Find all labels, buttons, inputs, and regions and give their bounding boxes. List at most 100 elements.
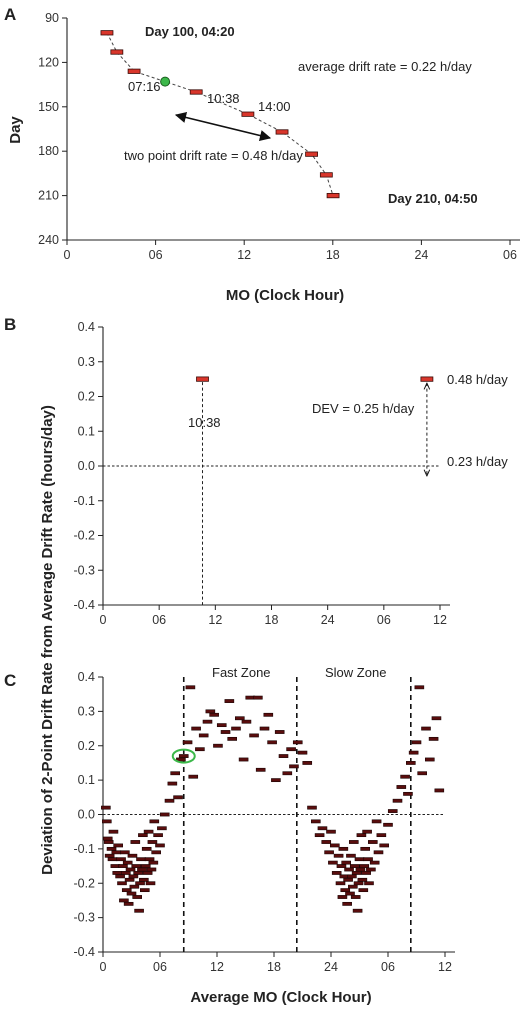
panel-c-data-mark [263, 712, 274, 717]
panel-c-data-mark [358, 888, 369, 893]
panel-c-x-tick-label: 24 [324, 960, 338, 974]
panel-b-chart: 10:38 DEV = 0.25 h/day 0.48 h/day 0.23 h… [73, 320, 508, 627]
panel-a-chart: MO (Clock Hour) Day Day 100, 04:20 avera… [7, 11, 520, 304]
panel-a-data-mark [305, 151, 318, 157]
panel-a-data-mark [100, 30, 114, 36]
panel-c-data-mark [434, 788, 445, 793]
panel-a-x-tick-label: 06 [149, 248, 163, 262]
panel-c-data-mark [278, 754, 289, 758]
panel-c-data-mark [235, 716, 245, 721]
panel-c-data-mark [362, 829, 372, 834]
panel-label-b: B [4, 315, 16, 334]
panel-b-time-label: 10:38 [188, 415, 221, 430]
panel-c-data-mark [198, 733, 209, 738]
panel-c-data-mark [213, 743, 223, 748]
panel-c-data-mark [148, 860, 159, 865]
panel-c-data-mark [104, 853, 115, 858]
panel-c-data-mark [118, 864, 128, 868]
panel-c-data-mark [314, 833, 325, 838]
panel-c-data-mark [238, 757, 249, 762]
panel-c-data-mark [344, 867, 354, 872]
panel-b-x-tick-label: 0 [100, 613, 107, 627]
panel-c-data-mark [142, 871, 153, 875]
panel-c-x-tick-label: 18 [267, 960, 281, 974]
panel-c-data-mark [216, 723, 227, 728]
panel-b-x-tick-label: 06 [377, 613, 391, 627]
panel-c-data-mark [101, 805, 111, 810]
panel-c-data-mark [302, 761, 313, 765]
panel-c-data-mark [249, 733, 259, 738]
panel-b-data-mark [420, 376, 434, 382]
panel-c-data-mark [170, 771, 180, 776]
panel-c-x-tick-label: 06 [381, 960, 395, 974]
panel-a-x-tick-label: 18 [326, 248, 340, 262]
shared-ylabel: Deviation of 2-Point Drift Rate from Ave… [39, 405, 56, 875]
panel-c-data-mark [102, 819, 112, 824]
panel-c-data-mark [331, 871, 342, 875]
panel-c-data-mark [366, 867, 376, 872]
panel-c-data-mark [121, 871, 131, 875]
panel-c-data-mark [149, 819, 160, 824]
panel-a-data-mark [241, 111, 255, 117]
panel-c-fast-zone-label: Fast Zone [212, 665, 271, 680]
panel-a-time-2: 10:38 [207, 91, 240, 106]
panel-c-xlabel: Average MO (Clock Hour) [190, 989, 371, 1006]
panel-c-data-mark [408, 750, 419, 755]
panel-c-data-mark [324, 850, 334, 855]
panel-a-ylabel: Day [7, 116, 24, 144]
panel-c-data-mark [209, 712, 219, 717]
panel-c-data-mark [396, 785, 407, 789]
panel-c-data-mark [255, 767, 266, 772]
panel-c-data-mark [350, 895, 361, 899]
panel-a-highlight-point [160, 76, 171, 87]
panel-c-data-mark [253, 695, 263, 700]
panel-c-data-mark [363, 857, 373, 862]
panel-c-data-mark [297, 750, 308, 755]
panel-c-data-mark [115, 874, 125, 879]
panel-a-data-mark [326, 192, 340, 199]
panel-b-rate-low-label: 0.23 h/day [447, 454, 508, 469]
panel-c-data-mark [117, 881, 127, 886]
panel-c-data-mark [345, 891, 355, 896]
panel-c-data-mark [131, 864, 142, 868]
panel-c-data-mark [108, 829, 119, 834]
panel-a-two-point-arrow [174, 111, 272, 142]
panel-c-data-mark [107, 857, 118, 862]
panel-a-data-mark [127, 68, 141, 74]
panel-b-dev-label: DEV = 0.25 h/day [312, 401, 415, 416]
panel-c-data-mark [352, 908, 363, 913]
panel-c-data-mark [338, 846, 349, 851]
panel-c-data-mark [403, 791, 413, 796]
panel-c-data-mark [383, 822, 393, 827]
panel-c-data-mark [360, 846, 371, 851]
panel-c-data-mark [328, 860, 338, 865]
panel-c-data-mark [134, 908, 144, 913]
panel-c-chart: Fast Zone Slow Zone Average MO (Clock Ho… [73, 665, 455, 1006]
panel-c-y-tick-label: -0.2 [73, 876, 95, 890]
panel-c-y-tick-label: 0.1 [78, 773, 95, 787]
panel-c-data-mark [369, 860, 380, 865]
panel-c-data-mark [121, 888, 132, 893]
panel-c-data-mark [341, 860, 352, 865]
panel-c-data-mark [337, 895, 348, 899]
panel-c-data-mark [147, 840, 158, 844]
panel-c-data-mark [227, 736, 237, 741]
panel-c-data-mark [116, 857, 126, 862]
panel-c-data-mark [129, 884, 140, 889]
panel-a-two-point-label: two point drift rate = 0.48 h/day [124, 148, 303, 163]
panel-a-y-tick-label: 240 [38, 233, 59, 247]
panel-c-data-mark [124, 877, 135, 882]
panel-c-data-mark [310, 819, 321, 824]
panel-b-x-tick-label: 24 [321, 613, 335, 627]
panel-c-data-mark [392, 798, 403, 803]
panel-c-data-mark [111, 850, 122, 855]
panel-c-data-mark [133, 871, 143, 875]
panel-c-data-mark [231, 726, 241, 731]
panel-a-y-tick-label: 90 [45, 11, 59, 25]
panel-c-data-mark [349, 864, 360, 868]
panel-c-data-mark [353, 881, 364, 886]
panel-c-data-mark [376, 833, 387, 838]
panel-a-avg-rate-label: average drift rate = 0.22 h/day [298, 59, 472, 74]
panel-c-data-mark [343, 877, 353, 882]
panel-a-data-mark [110, 49, 124, 55]
